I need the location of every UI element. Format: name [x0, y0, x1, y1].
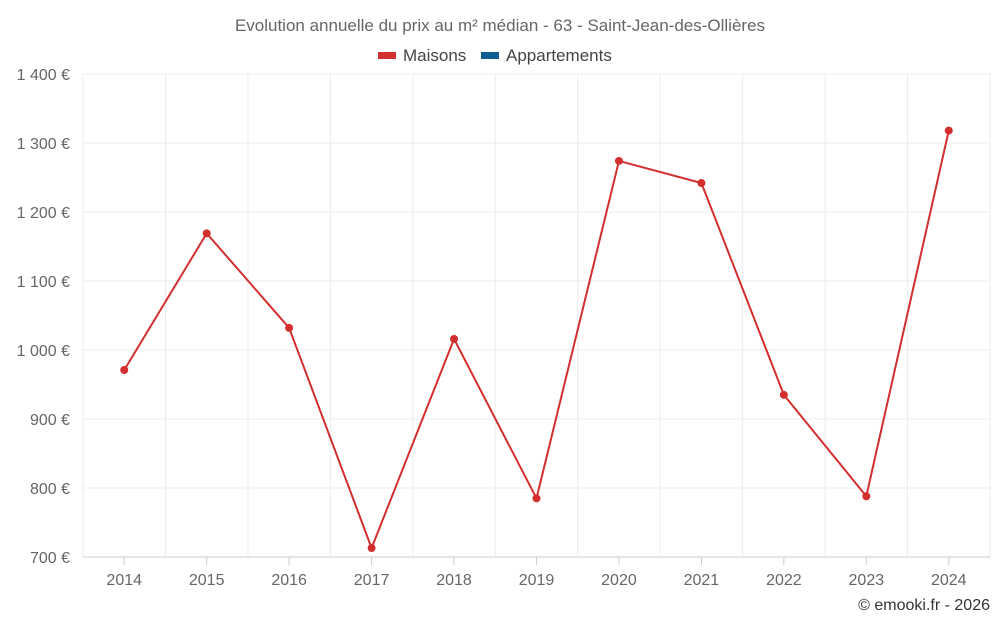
x-tick-label: 2022	[766, 572, 802, 589]
legend: Maisons Appartements	[378, 46, 612, 65]
data-point[interactable]	[202, 229, 211, 238]
x-tick-label: 2019	[519, 572, 555, 589]
data-point[interactable]	[862, 492, 871, 501]
x-tick-label: 2016	[271, 572, 307, 589]
y-tick-label: 800 €	[30, 481, 70, 498]
legend-swatch-maisons	[378, 52, 396, 59]
data-point[interactable]	[367, 544, 376, 553]
data-point[interactable]	[779, 390, 788, 399]
y-tick-label: 1 400 €	[17, 67, 70, 84]
x-tick-label: 2018	[436, 572, 472, 589]
x-tick-label: 2017	[354, 572, 390, 589]
series-maisons	[120, 126, 953, 553]
legend-swatch-appartements	[481, 52, 499, 59]
y-tick-label: 1 000 €	[17, 343, 70, 360]
legend-label-appartements: Appartements	[506, 46, 612, 65]
chart-title: Evolution annuelle du prix au m² médian …	[235, 16, 765, 35]
credit-text: © emooki.fr - 2026	[858, 597, 990, 614]
x-tick-label: 2021	[684, 572, 720, 589]
data-point[interactable]	[120, 366, 129, 375]
data-point[interactable]	[944, 126, 953, 135]
y-tick-label: 1 100 €	[17, 274, 70, 291]
data-point[interactable]	[450, 334, 459, 343]
x-tick-label: 2014	[106, 572, 142, 589]
x-tick-label: 2024	[931, 572, 967, 589]
legend-item-maisons[interactable]: Maisons	[378, 46, 466, 65]
x-tick-label: 2023	[849, 572, 885, 589]
y-axis-ticks: 700 € 800 € 900 € 1 000 € 1 100 € 1 200 € 1 30…	[17, 67, 70, 567]
y-tick-label: 1 300 €	[17, 136, 70, 153]
y-tick-label: 700 €	[30, 550, 70, 567]
data-point[interactable]	[285, 323, 294, 332]
x-tick-label: 2020	[601, 572, 637, 589]
y-tick-label: 1 200 €	[17, 205, 70, 222]
legend-item-appartements[interactable]: Appartements	[481, 46, 612, 65]
data-point[interactable]	[532, 494, 541, 503]
grid	[82, 73, 991, 558]
data-point[interactable]	[614, 156, 623, 165]
x-tick-label: 2015	[189, 572, 225, 589]
y-tick-label: 900 €	[30, 412, 70, 429]
legend-label-maisons: Maisons	[403, 46, 466, 65]
data-point[interactable]	[697, 179, 706, 188]
x-axis-ticks: 2014 2015 2016 2017 2018 2019 2020 2021 2022 2023…	[106, 557, 967, 589]
